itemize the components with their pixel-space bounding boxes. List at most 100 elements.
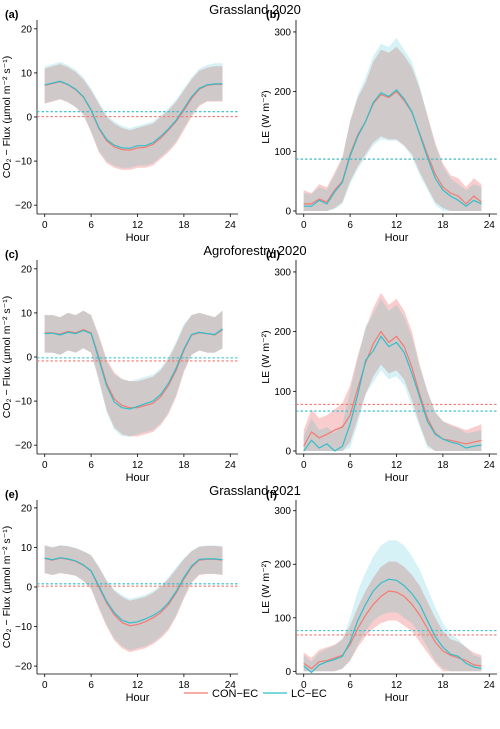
band-overlap: [44, 64, 223, 168]
y-axis-label: CO₂ − Flux (µmol m⁻² s⁻¹): [1, 56, 13, 178]
x-tick-label: 18: [178, 680, 190, 691]
x-axis-label: Hour: [385, 232, 409, 244]
row-title: Grassland 2020: [209, 2, 301, 17]
y-tick-label: 0: [285, 667, 291, 678]
y-tick-label: 300: [274, 506, 291, 517]
y-tick-label: 200: [274, 560, 291, 571]
y-tick-label: 200: [274, 327, 291, 338]
chart-panel: 0 6 12 18 24 0 100 200 300 Hour LE (W m⁻²) (b): [260, 9, 497, 244]
x-tick-label: 0: [42, 460, 48, 471]
x-tick-label: 6: [347, 460, 353, 471]
x-axis-label: Hour: [126, 692, 150, 704]
x-tick-label: 12: [391, 220, 403, 231]
y-tick-label: 100: [274, 613, 291, 624]
x-tick-label: 6: [88, 220, 94, 231]
x-tick-label: 6: [88, 460, 94, 471]
series-line: [44, 328, 223, 410]
x-tick-label: 12: [391, 460, 403, 471]
y-tick-label: 0: [26, 113, 32, 124]
panel-label: (b): [266, 9, 280, 21]
x-tick-label: 0: [301, 460, 307, 471]
series-line: [303, 90, 482, 205]
x-tick-label: 18: [437, 220, 449, 231]
series-line: [303, 578, 482, 674]
chart-panel: 0 6 12 18 24 −20 −10 0 10 20 Hour CO₂ − Flux (µmol …: [1, 249, 238, 484]
chart-panel: 0 6 12 18 24 0 100 200 300 Hour LE (W m⁻²) (f): [260, 489, 497, 704]
y-tick-label: 20: [21, 24, 33, 35]
y-tick-label: 0: [26, 353, 32, 364]
y-tick-label: −10: [15, 157, 32, 168]
y-tick-label: 300: [274, 27, 291, 38]
x-tick-label: 6: [88, 680, 94, 691]
x-tick-label: 0: [301, 220, 307, 231]
panel-label: (c): [5, 249, 19, 261]
legend: CON−EC LC−EC: [184, 688, 327, 700]
panel-label: (d): [266, 249, 280, 261]
y-tick-label: −20: [15, 662, 32, 673]
x-tick-label: 24: [484, 460, 496, 471]
chart-panel: 0 6 12 18 24 −20 −10 0 10 20 Hour CO₂ − Flux (µmol …: [1, 489, 238, 704]
series-line: [44, 80, 223, 149]
x-tick-label: 24: [484, 220, 496, 231]
legend-label-con: CON−EC: [212, 688, 258, 700]
x-tick-label: 12: [132, 680, 144, 691]
y-tick-label: 0: [285, 207, 291, 218]
y-tick-label: 20: [21, 264, 33, 275]
y-axis-label: CO₂ − Flux (µmol m⁻² s⁻¹): [1, 296, 13, 418]
x-axis-label: Hour: [126, 232, 150, 244]
x-tick-label: 0: [42, 220, 48, 231]
x-tick-label: 24: [225, 680, 237, 691]
y-tick-label: 100: [274, 387, 291, 398]
y-axis-label: LE (W m⁻²): [260, 560, 272, 613]
y-tick-label: 300: [274, 267, 291, 278]
band-overlap: [303, 298, 482, 451]
y-tick-label: 0: [26, 583, 32, 594]
y-tick-label: 20: [21, 503, 33, 514]
y-tick-label: 100: [274, 147, 291, 158]
series-line: [303, 590, 482, 670]
y-tick-label: −20: [15, 201, 32, 212]
x-tick-label: 6: [347, 220, 353, 231]
band-overlap: [303, 46, 482, 212]
panel-label: (e): [5, 489, 19, 501]
y-tick-label: 10: [21, 68, 33, 79]
panel-label: (a): [5, 9, 19, 21]
chart-panel: 0 6 12 18 24 −20 −10 0 10 20 Hour CO₂ − Flux (µmol …: [1, 9, 238, 244]
y-axis-label: LE (W m⁻²): [260, 330, 272, 383]
x-tick-label: 0: [42, 680, 48, 691]
y-axis-label: LE (W m⁻²): [260, 90, 272, 143]
y-tick-label: 200: [274, 87, 291, 98]
series-line: [303, 335, 482, 452]
row-title: Grassland 2021: [209, 483, 301, 498]
panel-label: (f): [266, 489, 277, 501]
y-axis-label: CO₂ − Flux (µmol m⁻² s⁻¹): [1, 526, 13, 648]
x-tick-label: 24: [225, 460, 237, 471]
x-tick-label: 0: [301, 680, 307, 691]
y-tick-label: 0: [285, 447, 291, 458]
x-axis-label: Hour: [385, 692, 409, 704]
band-overlap: [44, 545, 223, 651]
chart-panel: 0 6 12 18 24 0 100 200 300 Hour LE (W m⁻²) (d): [260, 249, 497, 484]
x-tick-label: 24: [225, 220, 237, 231]
x-axis-label: Hour: [385, 472, 409, 484]
x-tick-label: 12: [132, 220, 144, 231]
y-tick-label: 10: [21, 543, 33, 554]
series-line: [303, 330, 482, 447]
y-tick-label: −20: [15, 441, 32, 452]
legend-label-lc: LC−EC: [291, 688, 327, 700]
x-tick-label: 18: [437, 680, 449, 691]
x-tick-label: 18: [178, 220, 190, 231]
series-line: [303, 88, 482, 207]
y-tick-label: −10: [15, 397, 32, 408]
x-axis-label: Hour: [126, 472, 150, 484]
x-tick-label: 18: [178, 460, 190, 471]
row-title: Agroforestry 2020: [203, 243, 306, 258]
x-tick-label: 12: [132, 460, 144, 471]
y-tick-label: 10: [21, 308, 33, 319]
x-tick-label: 24: [484, 680, 496, 691]
x-tick-label: 6: [347, 680, 353, 691]
x-tick-label: 12: [391, 680, 403, 691]
y-tick-label: −10: [15, 622, 32, 633]
series-line: [44, 557, 223, 624]
